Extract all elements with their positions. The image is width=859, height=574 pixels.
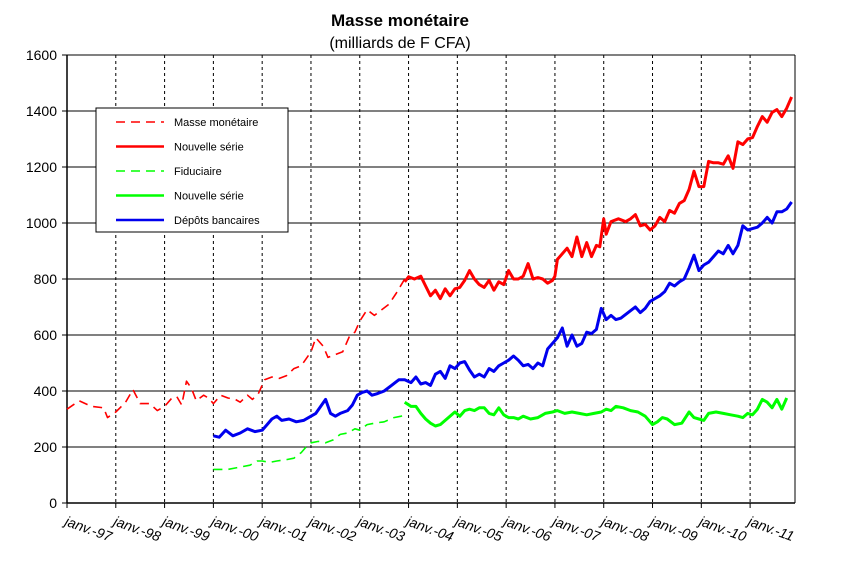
y-tick-label: 0 <box>49 495 57 511</box>
y-tick-label: 800 <box>34 271 58 287</box>
x-tick-label: janv.-01 <box>256 512 309 544</box>
y-tick-label: 200 <box>34 439 58 455</box>
y-tick-label: 400 <box>34 383 58 399</box>
series-line-1 <box>403 96 793 301</box>
x-tick-label: janv.-03 <box>354 512 407 544</box>
y-tick-label: 1200 <box>26 159 57 175</box>
x-tick-label: janv.-08 <box>598 512 651 544</box>
x-tick-label: janv.-06 <box>500 512 553 544</box>
x-tick-label: janv.-98 <box>110 512 163 544</box>
chart-subtitle: (milliards de F CFA) <box>329 35 470 52</box>
y-tick-label: 600 <box>34 327 58 343</box>
series-line-2 <box>213 412 406 471</box>
chart-title: Masse monétaire <box>331 11 469 30</box>
legend-box <box>95 107 289 233</box>
y-tick-label: 1600 <box>26 47 57 63</box>
series-line-3 <box>403 397 789 428</box>
legend-label-4: Dépôts bancaires <box>174 215 260 227</box>
x-tick-label: janv.-05 <box>451 512 504 544</box>
x-tick-label: janv.-09 <box>647 512 700 544</box>
y-tick-label: 1400 <box>26 103 57 119</box>
x-tick-label: janv.-02 <box>305 512 358 544</box>
legend-label-1: Nouvelle série <box>174 142 244 154</box>
x-tick-label: janv.-11 <box>744 512 796 544</box>
series-line-0 <box>66 278 406 419</box>
legend: Masse monétaire Nouvelle série Fiduciaire N… <box>95 107 289 233</box>
legend-label-3: Nouvelle série <box>174 191 244 203</box>
x-tick-label: janv.-00 <box>207 512 260 544</box>
x-tick-label: janv.-10 <box>695 512 748 544</box>
x-tick-label: janv.-07 <box>549 512 603 545</box>
y-tick-label: 1000 <box>26 215 57 231</box>
x-tick-label: janv.-99 <box>159 512 212 544</box>
series-group <box>66 96 793 471</box>
legend-label-0: Masse monétaire <box>174 117 258 129</box>
x-tick-label: janv.-97 <box>61 512 115 545</box>
x-tick-label: janv.-04 <box>403 512 456 544</box>
series-line-4 <box>213 201 793 439</box>
legend-label-2: Fiduciaire <box>174 166 222 178</box>
